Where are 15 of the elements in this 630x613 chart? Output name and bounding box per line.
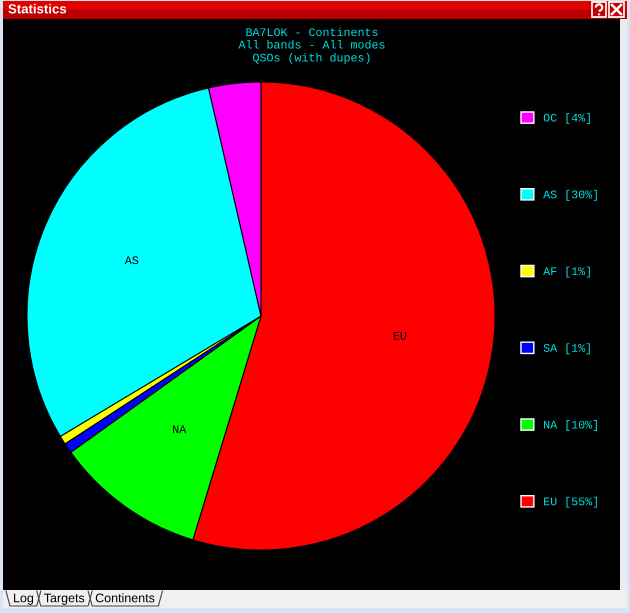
chart-title: BA7LOK - Continents: [246, 28, 378, 36]
chart-subtitle: All bands - All modes QSOs (with dupes): [238, 40, 385, 64]
text: Statistics: [8, 4, 66, 14]
category-label: EU [55%]: [544, 496, 597, 508]
legend-label: AF [1%]: [543, 266, 590, 278]
text: Continents: [96, 593, 154, 602]
slice-label: AS: [124, 256, 138, 264]
legend-label: OC [4%]: [544, 113, 590, 124]
text: Log: [14, 594, 34, 605]
slice-label: EU: [394, 332, 406, 340]
category-label: AS [30%]: [543, 190, 597, 201]
category-label: NA [10%]: [544, 420, 597, 431]
text: Targets: [44, 594, 84, 605]
legend-label: SA [1%]: [544, 343, 590, 354]
slice-label: NA: [173, 425, 186, 434]
